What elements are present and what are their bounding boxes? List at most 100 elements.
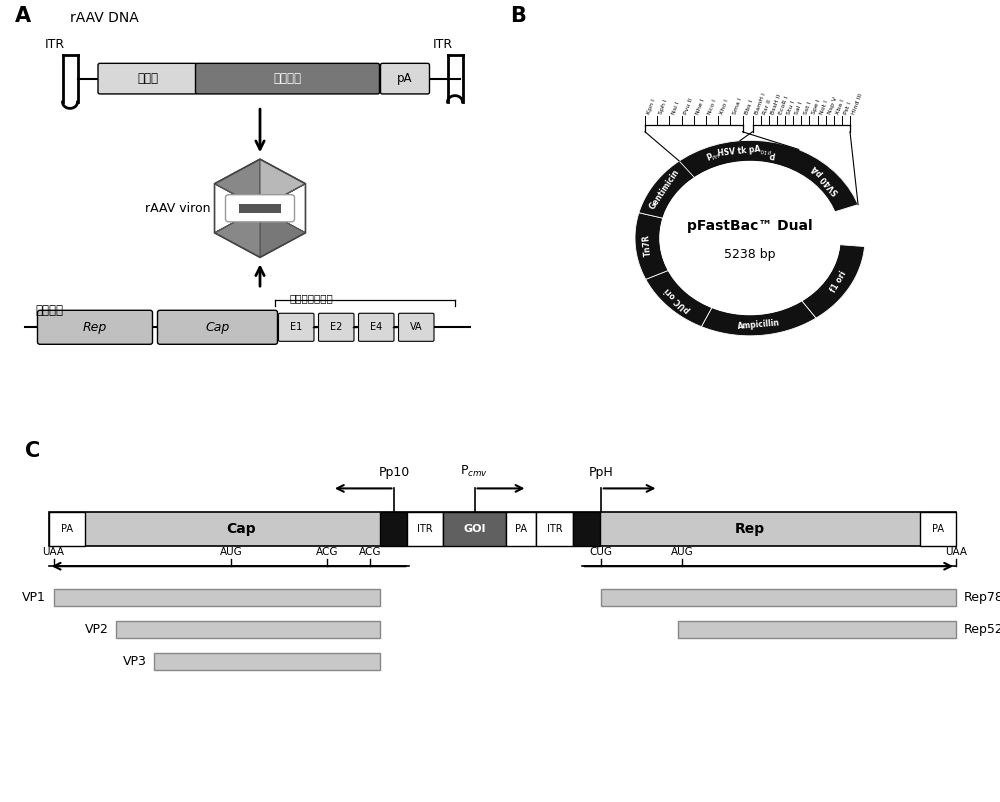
Text: Gentimicin: Gentimicin <box>648 168 682 211</box>
Text: Pst I: Pst I <box>843 101 853 115</box>
Text: Nsi I: Nsi I <box>671 101 680 115</box>
Polygon shape <box>215 184 305 233</box>
Polygon shape <box>802 245 865 318</box>
Text: Rep52: Rep52 <box>964 623 1000 636</box>
Bar <box>380 512 407 546</box>
Text: UAA: UAA <box>43 548 65 557</box>
Text: 腺病毒辅助基因: 腺病毒辅助基因 <box>290 294 334 303</box>
Text: 5238 bp: 5238 bp <box>724 248 776 261</box>
Text: rAAV viron: rAAV viron <box>145 202 210 215</box>
Polygon shape <box>215 184 305 233</box>
Text: A: A <box>15 6 31 26</box>
Bar <box>506 512 536 546</box>
Circle shape <box>660 161 840 314</box>
Bar <box>601 589 956 606</box>
Text: Xba I: Xba I <box>835 99 845 115</box>
Polygon shape <box>646 270 712 326</box>
FancyBboxPatch shape <box>225 195 294 222</box>
Text: ITR: ITR <box>45 38 65 51</box>
FancyBboxPatch shape <box>38 310 152 344</box>
Text: ITR: ITR <box>547 525 563 534</box>
Text: Rep: Rep <box>83 321 107 334</box>
Text: f1 ori: f1 ori <box>829 269 848 294</box>
Text: ACG: ACG <box>316 548 338 557</box>
Bar <box>54 589 380 606</box>
Text: UAA: UAA <box>945 548 967 557</box>
Text: PA: PA <box>515 525 527 534</box>
Text: E4: E4 <box>370 322 382 332</box>
Text: VP3: VP3 <box>123 655 147 668</box>
Text: Rsr II: Rsr II <box>762 99 772 115</box>
Text: Tn7R: Tn7R <box>642 234 653 257</box>
Text: B: B <box>510 6 526 26</box>
FancyBboxPatch shape <box>278 314 314 342</box>
Text: pFastBac™ Dual: pFastBac™ Dual <box>687 219 813 233</box>
Text: AUG: AUG <box>671 548 694 557</box>
Text: 外源基因: 外源基因 <box>274 72 302 85</box>
Text: E2: E2 <box>330 322 342 332</box>
Bar <box>920 512 956 546</box>
Text: TnTL: TnTL <box>846 217 857 238</box>
Bar <box>443 512 506 546</box>
Polygon shape <box>260 159 305 209</box>
FancyBboxPatch shape <box>380 63 430 94</box>
Text: P$_{cmv}$: P$_{cmv}$ <box>460 464 489 479</box>
Text: CUG: CUG <box>589 548 612 557</box>
Polygon shape <box>788 149 858 212</box>
Text: P$_{PH}$: P$_{PH}$ <box>704 148 722 165</box>
Polygon shape <box>639 161 695 218</box>
Text: Cap: Cap <box>226 522 256 537</box>
Polygon shape <box>740 140 799 168</box>
Text: HSV tk pA: HSV tk pA <box>717 144 761 158</box>
Bar <box>49 512 956 546</box>
Bar <box>49 512 85 546</box>
Text: PA: PA <box>61 525 73 534</box>
Bar <box>154 653 380 670</box>
Bar <box>536 512 573 546</box>
Text: 启动子: 启动子 <box>137 72 158 85</box>
Text: Rep: Rep <box>735 522 765 537</box>
Text: ITR: ITR <box>432 38 453 51</box>
Text: Pvu II: Pvu II <box>683 97 694 115</box>
Text: AUG: AUG <box>220 548 243 557</box>
Text: Sma I: Sma I <box>732 97 743 115</box>
Text: VP2: VP2 <box>84 623 108 636</box>
Text: BssH II: BssH II <box>770 94 782 115</box>
FancyBboxPatch shape <box>398 314 434 342</box>
Text: SV40 pA: SV40 pA <box>811 164 841 196</box>
Polygon shape <box>635 140 865 336</box>
Text: pA: pA <box>397 72 413 85</box>
Text: C: C <box>25 441 40 461</box>
Text: Xho I: Xho I <box>720 99 730 115</box>
Polygon shape <box>215 209 260 257</box>
Text: BamH I: BamH I <box>754 92 767 115</box>
FancyBboxPatch shape <box>318 314 354 342</box>
Text: Rep78: Rep78 <box>964 591 1000 604</box>
Text: Nsp V: Nsp V <box>827 96 838 115</box>
Polygon shape <box>635 213 668 279</box>
Text: Nhe I: Nhe I <box>695 98 706 115</box>
Text: Bbs I: Bbs I <box>744 99 754 115</box>
Text: Pp10: Pp10 <box>379 466 410 479</box>
Text: Sst I: Sst I <box>803 101 812 115</box>
FancyBboxPatch shape <box>196 63 380 94</box>
Text: VP1: VP1 <box>22 591 46 604</box>
Text: pUC ori: pUC ori <box>663 286 692 314</box>
Text: 包装因子: 包装因子 <box>35 304 63 317</box>
Bar <box>573 512 600 546</box>
FancyBboxPatch shape <box>358 314 394 342</box>
Polygon shape <box>215 159 260 209</box>
Circle shape <box>633 138 868 338</box>
Text: Sal I: Sal I <box>795 101 804 115</box>
Bar <box>678 621 956 638</box>
Polygon shape <box>679 140 799 178</box>
Text: Ampicillin: Ampicillin <box>737 318 780 331</box>
Text: rAAV DNA: rAAV DNA <box>70 10 139 25</box>
Polygon shape <box>679 140 742 178</box>
Text: PpH: PpH <box>588 466 613 479</box>
Bar <box>407 512 443 546</box>
Text: VA: VA <box>410 322 423 332</box>
Text: Sph I: Sph I <box>659 99 669 115</box>
Polygon shape <box>215 159 305 184</box>
Text: Stu I: Stu I <box>786 100 796 115</box>
